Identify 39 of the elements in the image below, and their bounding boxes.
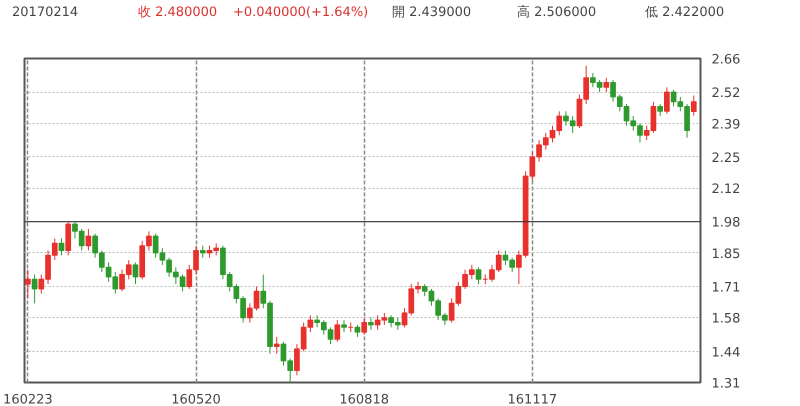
annotation: 收 2.480000 xyxy=(138,4,218,22)
x-tick-label: 160223 xyxy=(3,392,53,406)
candlestick xyxy=(274,336,280,354)
candlestick xyxy=(603,77,610,93)
x-tick-label: 160520 xyxy=(171,392,221,406)
candlestick xyxy=(664,86,670,114)
y-tick-label: 1.98 xyxy=(712,216,740,231)
candlestick xyxy=(368,317,374,330)
candlestick xyxy=(361,317,368,335)
y-tick-label: 1.31 xyxy=(712,376,740,392)
candlestick xyxy=(200,245,206,258)
candlestick xyxy=(25,269,31,299)
candlestick xyxy=(334,320,340,342)
y-tick-label: 1.71 xyxy=(712,280,740,296)
y-tick-label: 1.44 xyxy=(712,345,740,360)
candlestick xyxy=(354,324,360,338)
annotation: 高 2.506000 xyxy=(517,4,596,22)
y-tick-label: 2.25 xyxy=(712,150,740,166)
candlestick xyxy=(86,228,92,251)
y-tick-label: 1.85 xyxy=(712,246,740,262)
y-tick-label: 2.12 xyxy=(712,182,740,198)
x-tick-label: 160818 xyxy=(339,392,390,406)
candlestick xyxy=(132,262,138,285)
candlestick xyxy=(341,320,347,333)
y-tick-label: 2.52 xyxy=(712,86,740,102)
candlestick xyxy=(348,322,354,333)
candlestick xyxy=(476,266,482,285)
y-tick-label: 2.66 xyxy=(712,52,740,68)
annotation: 低 2.422000 xyxy=(645,4,724,22)
y-tick-label: 2.39 xyxy=(712,117,740,132)
x-tick-label: 161117 xyxy=(508,392,558,406)
candlestick xyxy=(690,94,697,116)
annotation: 20170214 xyxy=(12,4,78,22)
annotation: 開 2.439000 xyxy=(392,4,472,22)
annotation: +0.040000(+1.64%) xyxy=(233,4,368,22)
candlestick xyxy=(58,238,64,256)
candlestick xyxy=(32,274,38,304)
y-tick-label: 1.58 xyxy=(712,312,740,327)
candlestick xyxy=(657,104,663,117)
